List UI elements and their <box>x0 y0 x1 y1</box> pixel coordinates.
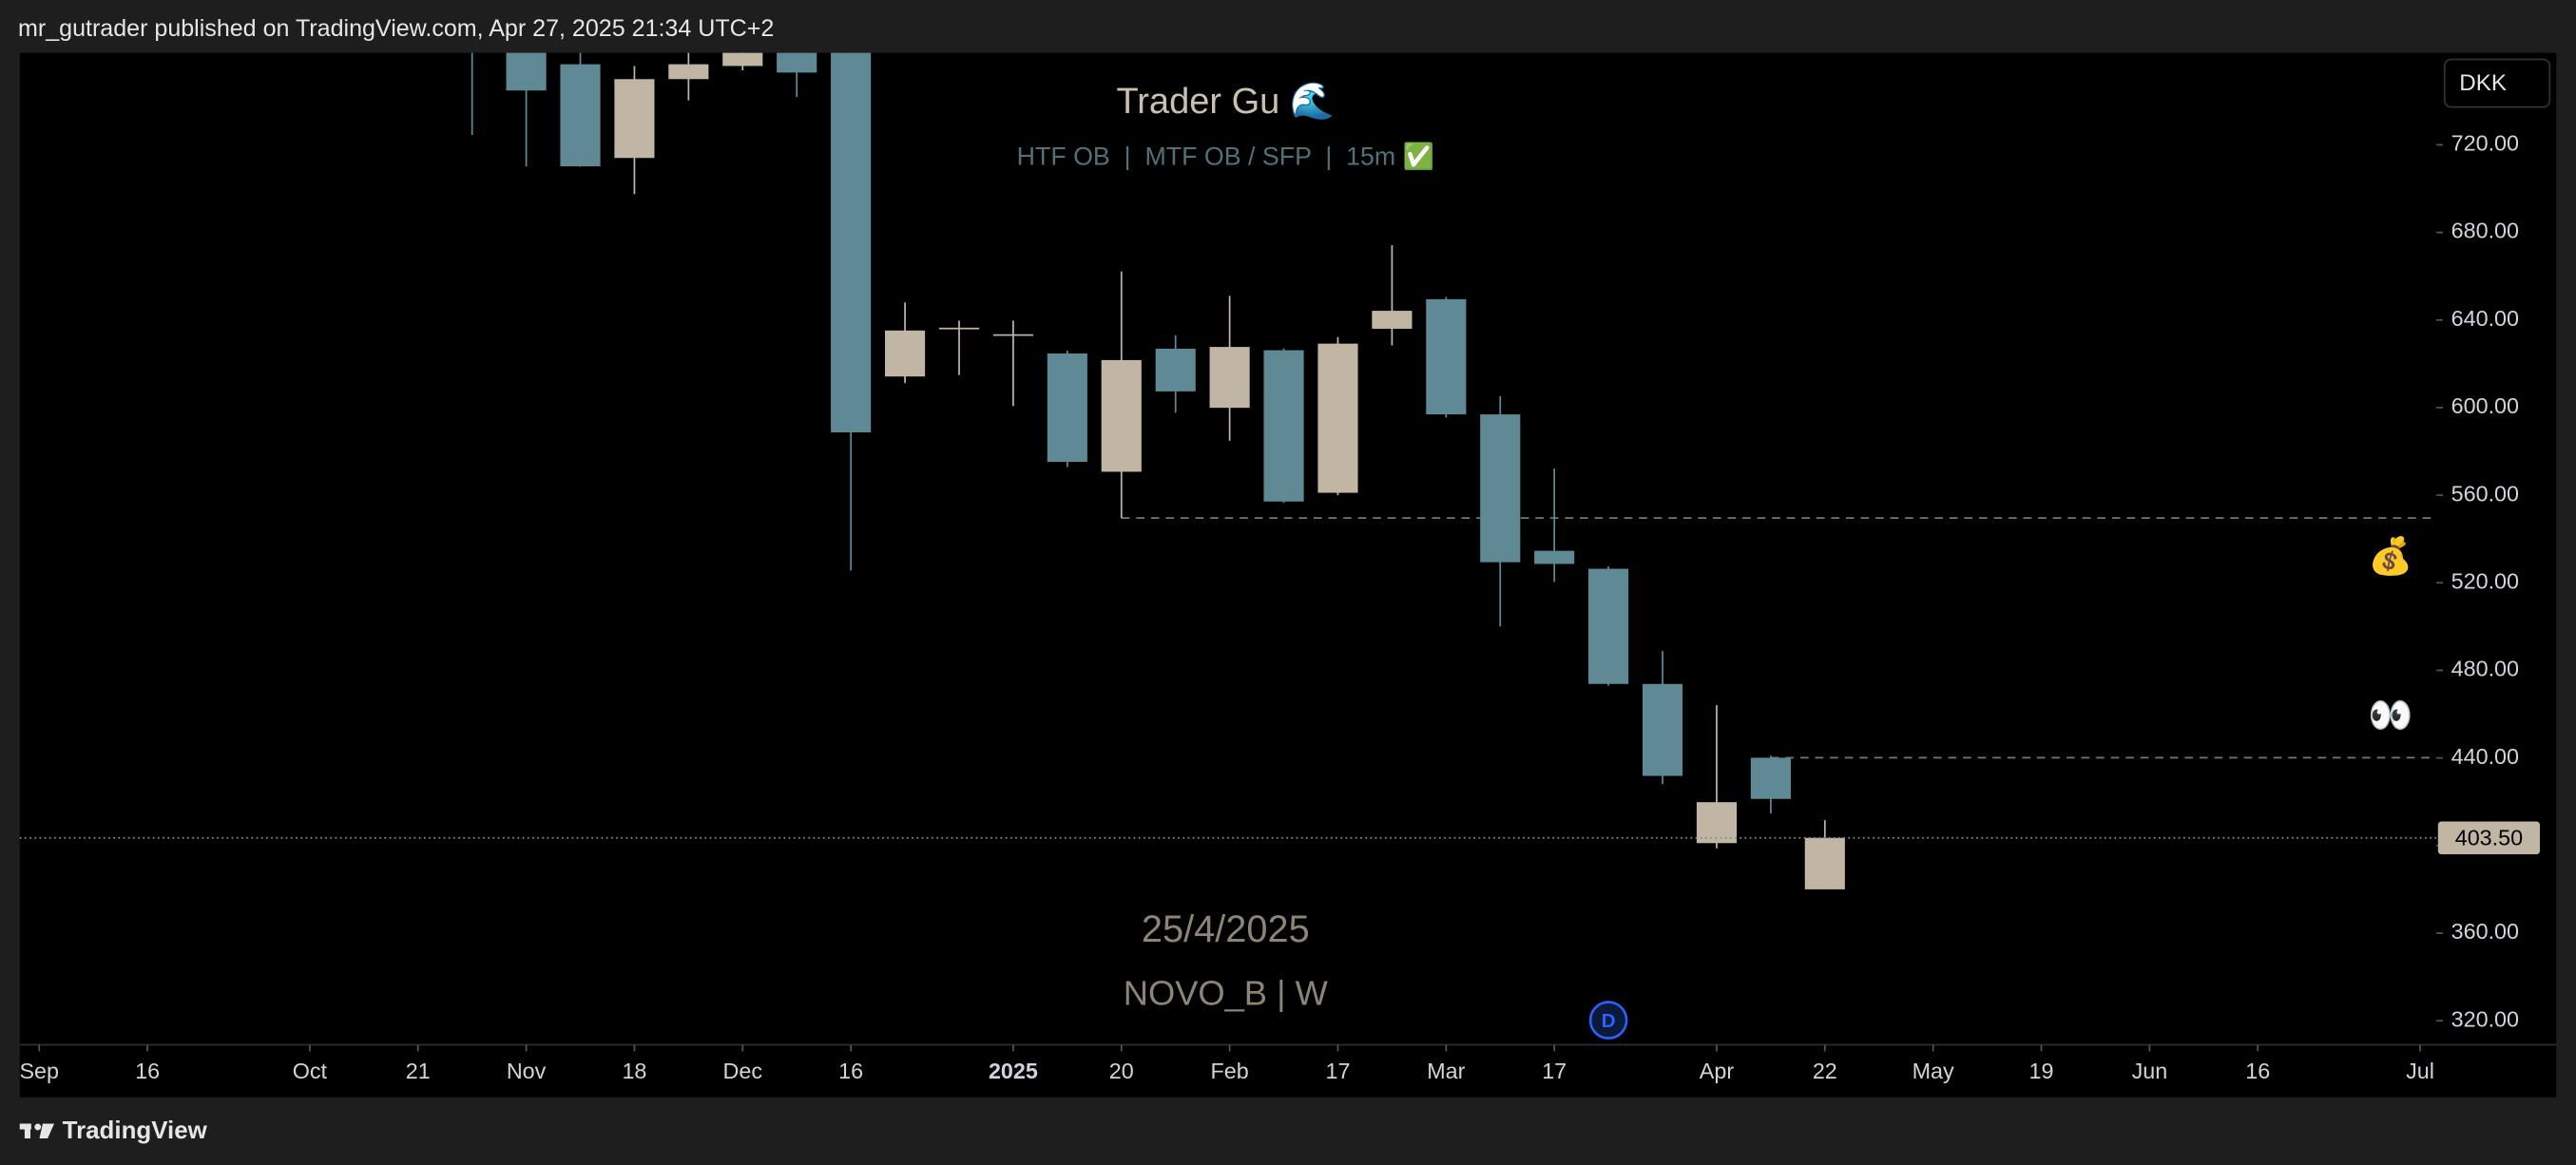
candle-body <box>831 52 872 432</box>
x-tick-label: 2025 <box>989 1059 1038 1083</box>
chart-title: Trader Gu 🌊 <box>1116 80 1335 122</box>
candle-body <box>1263 350 1304 502</box>
annotation: 25/4/2025 <box>1142 908 1310 950</box>
candle-body <box>1209 347 1250 409</box>
x-tick-label: 18 <box>622 1059 646 1083</box>
y-tick-label: 360.00 <box>2451 919 2519 944</box>
candle-body <box>614 79 655 159</box>
x-tick-label: 21 <box>406 1059 431 1083</box>
y-tick-label: 520.00 <box>2451 568 2519 593</box>
currency: DKK <box>2459 70 2507 96</box>
y-tick-label: 600.00 <box>2451 393 2519 418</box>
candle-body <box>1101 359 1142 472</box>
chart-subtitle: HTF OB | MTF OB / SFP | 15m ✅ <box>1017 141 1434 170</box>
candle-body <box>722 52 763 67</box>
x-tick-label: Apr <box>1700 1059 1735 1083</box>
y-tick-label: 720.00 <box>2451 131 2519 156</box>
candle-body <box>1047 353 1087 463</box>
publisher: mr_gutrader published on TradingView.com… <box>18 15 774 42</box>
x-tick-label: May <box>1913 1059 1954 1083</box>
x-tick-label: Mar <box>1427 1059 1465 1083</box>
y-tick-label: 320.00 <box>2451 1006 2519 1031</box>
last-price-box <box>2437 821 2540 855</box>
x-tick-label: Oct <box>293 1059 328 1083</box>
candle-body <box>1642 683 1683 776</box>
candle-body <box>1426 298 1467 415</box>
x-tick-label: Jul <box>2406 1059 2434 1083</box>
x-tick-label: 20 <box>1109 1059 1134 1083</box>
x-tick-label: 17 <box>1326 1059 1351 1083</box>
candle-body <box>1588 568 1629 684</box>
event-marker <box>1588 1001 1628 1040</box>
candle-body <box>777 52 817 73</box>
x-tick-label: Dec <box>723 1059 763 1083</box>
x-tick-label: 22 <box>1813 1059 1837 1083</box>
x-tick-label: 17 <box>1542 1059 1567 1083</box>
currency-box <box>2443 58 2551 108</box>
candle-body <box>1696 802 1738 844</box>
y-tick-label: 640.00 <box>2451 306 2519 331</box>
candle-body <box>938 327 980 330</box>
annotation: NOVO_B | W <box>1124 973 1329 1012</box>
x-tick-label: 16 <box>2245 1059 2270 1083</box>
last-price-label: 403.50 <box>2455 826 2523 850</box>
candle-body <box>992 334 1033 336</box>
candle-body <box>1317 343 1358 493</box>
y-tick-label: 440.00 <box>2451 744 2519 769</box>
candle-body <box>1155 348 1196 392</box>
x-tick-label: 19 <box>2029 1059 2054 1083</box>
candle-body <box>1372 311 1413 329</box>
candle-body <box>560 64 601 166</box>
tv-logo <box>19 1123 55 1139</box>
candle-body <box>1534 550 1575 564</box>
x-tick-label: 16 <box>838 1059 863 1083</box>
y-tick-label: 480.00 <box>2451 657 2519 681</box>
chart-area <box>19 52 2557 1098</box>
candle-body <box>1804 837 1845 889</box>
candle-body <box>1750 757 1791 799</box>
x-tick-label: Jun <box>2132 1059 2168 1083</box>
brand: TradingView <box>63 1117 208 1144</box>
y-tick-label: 680.00 <box>2451 219 2519 243</box>
event-label: D <box>1602 1010 1616 1032</box>
annotation: 💰 <box>2368 535 2413 578</box>
plot <box>471 52 2437 889</box>
annotation: 👀 <box>2368 697 2413 736</box>
x-tick-label: Feb <box>1211 1059 1249 1083</box>
x-tick-label: Sep <box>19 1059 59 1083</box>
candle-body <box>1480 414 1521 563</box>
candle-body <box>885 330 926 377</box>
y-tick-label: 560.00 <box>2451 481 2519 506</box>
candle-body <box>506 52 547 91</box>
candle-body <box>668 64 709 80</box>
x-tick-label: 16 <box>135 1059 160 1083</box>
x-tick-label: Nov <box>507 1059 547 1083</box>
